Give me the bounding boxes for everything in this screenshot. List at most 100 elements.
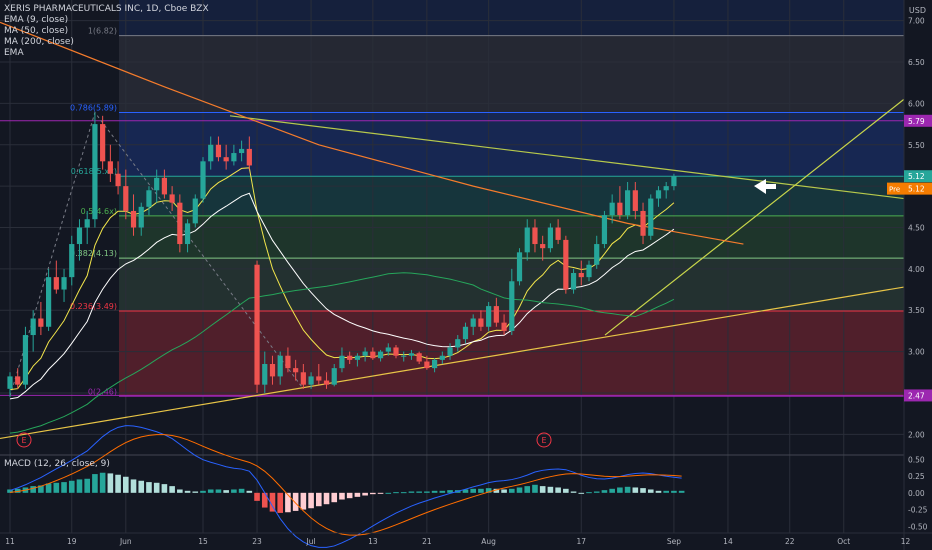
macd-histogram-bar — [377, 492, 384, 494]
candle — [53, 260, 59, 294]
candle-body — [570, 273, 577, 290]
macd-histogram-bar — [292, 492, 299, 511]
candle — [586, 260, 592, 282]
indicator-ema9-label[interactable]: EMA (9, close) — [4, 15, 69, 25]
macd-histogram-bar — [655, 490, 662, 493]
candle — [339, 347, 345, 373]
time-tick-label: Jun — [119, 537, 132, 546]
candle-body — [432, 359, 438, 369]
price-tag-fib-0: 2.47 — [908, 391, 925, 400]
premarket-value-bg — [904, 182, 932, 195]
macd-tick-label: 0.00 — [908, 489, 925, 498]
trendline-support-short — [604, 98, 905, 336]
macd-histogram-bar — [68, 480, 75, 493]
candle — [200, 157, 206, 203]
candle-body — [246, 148, 252, 166]
candle-body — [46, 277, 52, 327]
candle-body — [594, 244, 600, 265]
macd-histogram-bar — [14, 488, 21, 493]
candle — [231, 144, 237, 166]
fib-zone — [119, 0, 904, 36]
candle — [76, 219, 83, 261]
price-tag-fib-786: 5.79 — [908, 117, 925, 126]
candle-body — [223, 157, 229, 162]
candle-body — [123, 186, 129, 211]
candle-body — [192, 198, 198, 224]
candle-body — [563, 239, 569, 290]
time-tick-label: Oct — [837, 537, 850, 546]
candle-body — [648, 198, 654, 236]
candle-body — [640, 210, 646, 236]
candle — [161, 169, 167, 199]
candle — [69, 235, 75, 286]
indicator-ema-label[interactable]: EMA — [4, 48, 24, 58]
macd-histogram-bar — [238, 488, 245, 493]
candle — [632, 182, 638, 220]
candle — [239, 140, 245, 162]
candle-body — [663, 186, 669, 191]
price-tick-label: 3.50 — [908, 306, 925, 315]
candle — [455, 335, 461, 352]
macd-histogram-bar — [563, 488, 569, 493]
macd-histogram-bar — [92, 474, 98, 493]
macd-histogram-bar — [663, 490, 669, 493]
macd-histogram-bar — [431, 490, 438, 493]
indicator-ma50-label[interactable]: MA (50, close) — [4, 26, 69, 36]
candle-body — [115, 173, 121, 187]
candle — [432, 358, 438, 373]
candle — [447, 343, 453, 360]
candle — [146, 186, 152, 216]
macd-histogram-bar — [485, 488, 492, 493]
candle — [130, 194, 137, 236]
time-tick-label: Aug — [481, 537, 496, 546]
candle — [377, 349, 384, 362]
symbol-title[interactable]: XERIS PHARMACEUTICALS INC, 1D, Cboe BZX — [4, 4, 209, 14]
macd-histogram-bar — [300, 492, 307, 510]
candle — [671, 173, 677, 191]
macd-label[interactable]: MACD (12, 26, close, 9) — [4, 459, 110, 469]
candle — [215, 136, 222, 162]
macd-histogram-bar — [161, 484, 168, 493]
candle-body — [69, 244, 75, 278]
candle-body — [524, 227, 530, 253]
currency-label: USD — [908, 6, 926, 15]
macd-histogram-bar — [400, 492, 407, 494]
candle — [300, 364, 306, 389]
candle — [15, 368, 21, 389]
macd-histogram-bar — [223, 490, 229, 493]
candle — [277, 351, 283, 385]
candle-body — [501, 322, 507, 331]
candle-body — [254, 264, 260, 385]
candle — [84, 210, 90, 245]
candle-body — [239, 148, 245, 154]
candle-body — [53, 277, 59, 290]
ma200-line — [0, 21, 744, 245]
price-tag-fib-786-bg — [904, 114, 932, 127]
time-tick-label: 11 — [5, 537, 15, 546]
chart-legend: XERIS PHARMACEUTICALS INC, 1D, Cboe BZX … — [4, 4, 209, 59]
candle-body — [107, 161, 113, 174]
macd-histogram-bar — [261, 492, 268, 508]
price-tick-label: 2.00 — [908, 430, 925, 439]
earnings-marker-label: E — [541, 436, 546, 445]
candle-body — [208, 144, 214, 162]
price-tick-label: 3.00 — [908, 348, 925, 357]
indicator-ma200-label[interactable]: MA (200, close) — [4, 37, 74, 47]
candle — [401, 351, 407, 362]
macd-histogram-bar — [439, 490, 446, 493]
candle — [107, 144, 113, 182]
candle-body — [76, 227, 83, 245]
candle — [370, 347, 376, 360]
time-tick-label: 21 — [422, 537, 432, 546]
premarket-label: Pre — [889, 186, 900, 194]
macd-histogram-bar — [177, 489, 183, 493]
macd-histogram-bar — [169, 486, 175, 493]
candle — [223, 144, 229, 170]
candle — [532, 219, 538, 253]
time-tick-label: Jul — [306, 537, 316, 546]
candle — [316, 364, 322, 385]
candle-body — [439, 355, 445, 360]
fib-level-label: 0.5(4.6x) — [81, 207, 117, 216]
trendline-support-long — [0, 286, 905, 440]
